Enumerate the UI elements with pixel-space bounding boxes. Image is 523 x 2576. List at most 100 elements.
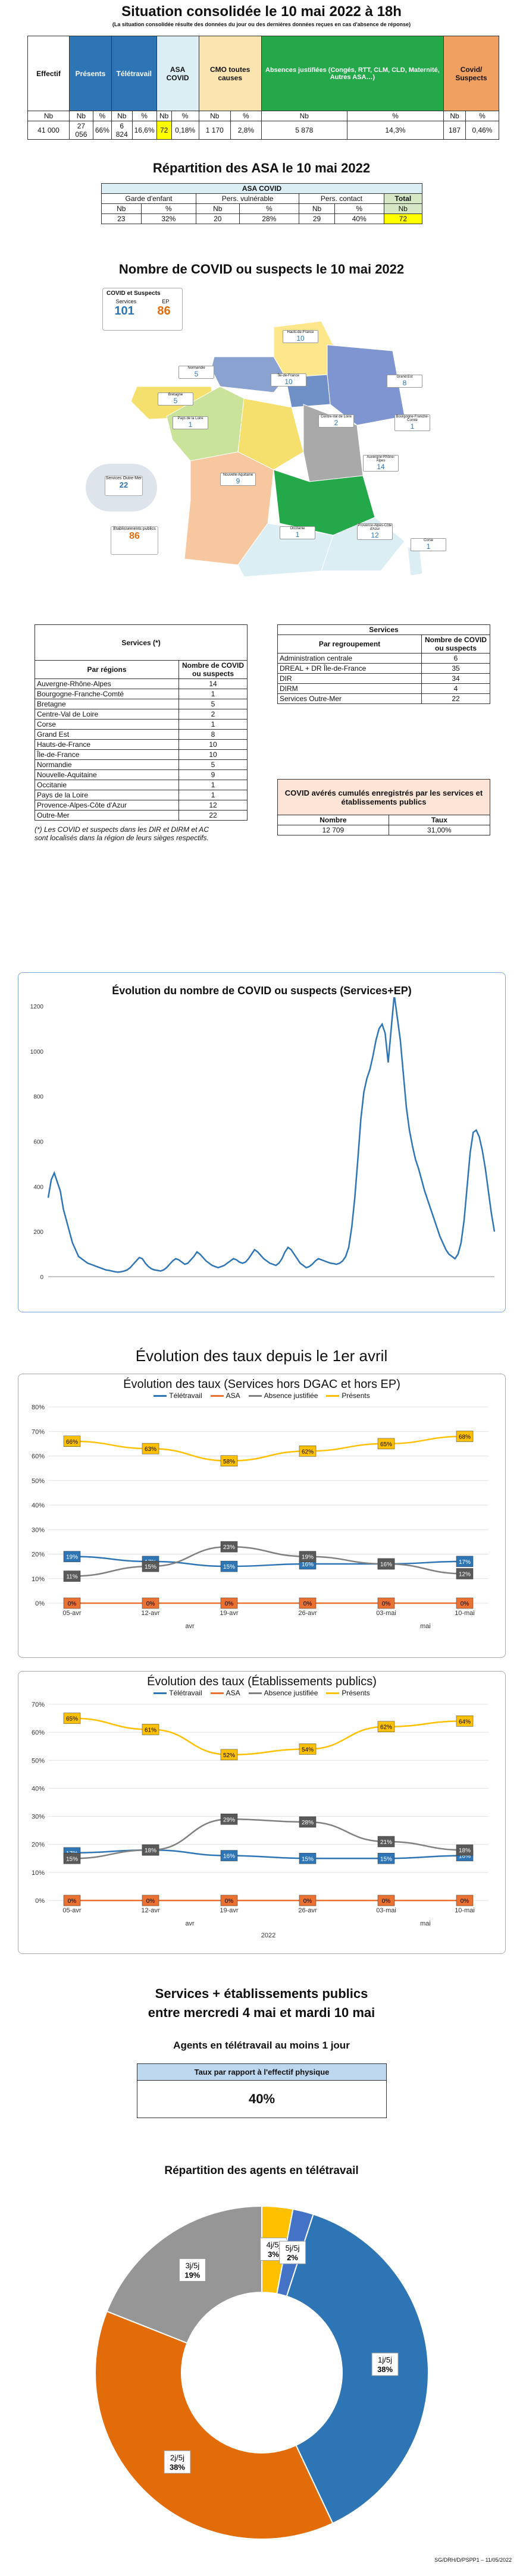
telework-box: Taux par rapport à l'effectif physique 4…: [137, 2063, 387, 2118]
x-tick-label: 26-avr: [298, 1610, 317, 1617]
ep-rates-chart: 0% 10% 20% 30% 40% 50% 60% 70% 05-avr 12-avr 19-av…: [32, 1701, 488, 1939]
map-region-name: Corse: [423, 539, 433, 542]
data-label-box: [220, 1541, 238, 1553]
map-region-box: Bourgogne-Franche-Comté 1: [394, 414, 430, 431]
legend-swatch: [210, 1692, 224, 1694]
asa-value-cell: 40%: [334, 213, 384, 224]
map-region-box: Corse 1: [411, 538, 446, 551]
outremer-label: Services Outre-Mer: [105, 476, 142, 480]
summary-sub-cell: %: [346, 111, 444, 121]
series-line: [47, 994, 496, 1273]
data-label-box: [63, 1853, 81, 1864]
ep-rates-chart-title: Évolution des taux (Établissements publi…: [147, 1675, 377, 1688]
pie-label-box: [371, 2352, 399, 2376]
telework-title-2: entre mercredi 4 mai et mardi 10 mai: [148, 2005, 375, 2020]
region-row: Pays de la Loire 1: [35, 790, 248, 800]
summary-value-cell: 27 056: [69, 121, 93, 140]
asa-sub-cell: Nb: [299, 203, 335, 214]
map-region-box: Hauts-de-France 10: [283, 330, 318, 343]
group-count: 34: [421, 673, 490, 684]
summary-sub-cell: Nb: [261, 111, 347, 121]
data-label-box: [63, 1895, 81, 1906]
cumul-wrap: COVID avérés cumulés enregistrés par les…: [277, 779, 491, 835]
ep-box-label: Etablissements publics: [113, 527, 156, 531]
x-tick-label: 19-avr: [220, 1610, 239, 1617]
telework-title-1: Services + établissements publics: [155, 1986, 368, 2001]
data-label: 15%: [223, 1564, 235, 1570]
hdr-teletravail: Télétravail: [111, 36, 157, 111]
y-tick-label: 0%: [35, 1898, 45, 1905]
map-region-name: Bretagne: [168, 393, 183, 397]
data-label: 12%: [459, 1572, 471, 1578]
group-name: Administration centrale: [277, 653, 422, 664]
region-count: 1: [178, 790, 248, 800]
data-label: 68%: [459, 1434, 471, 1441]
summary-table: Effectif Présents Télétravail ASA COVID …: [27, 36, 500, 140]
asa-title: Répartition des ASA le 10 mai 2022: [152, 161, 371, 175]
map-region-box: Centre-Val de Loire 2: [318, 414, 354, 428]
map-region-name: Provence-Alpes-Côte d'Azur: [358, 524, 392, 531]
legend-swatch: [248, 1394, 262, 1397]
map-region-box: Normandie 5: [178, 366, 214, 379]
summary-sub-cell: Nb: [111, 111, 133, 121]
summary-value-cell: 16,6%: [131, 121, 157, 140]
map-region-value: 9: [236, 477, 240, 485]
region-name: Nouvelle-Aquitaine: [35, 769, 179, 780]
region-row: Auvergne-Rhône-Alpes 14: [35, 678, 248, 689]
y-tick-label: 70%: [32, 1428, 45, 1435]
data-label: 63%: [145, 1446, 156, 1453]
asa-sub-cell: %: [239, 203, 300, 214]
legend-label: Télétravail: [169, 1689, 202, 1697]
data-label-box: [299, 1743, 317, 1755]
region-count: 1: [178, 780, 248, 790]
data-label-box: [142, 1844, 159, 1856]
map-region-box: Île-de-France 10: [271, 373, 306, 387]
data-label: 52%: [223, 1752, 235, 1759]
legend-item: Absence justifiée: [248, 1689, 318, 1697]
data-label: 0%: [303, 1601, 312, 1607]
summary-sub-cell: %: [92, 111, 112, 121]
map-legend: COVID et Suspects Services EP 101 86: [102, 288, 183, 331]
summary-sub-cell: %: [230, 111, 262, 121]
pie-value: 38%: [377, 2365, 393, 2374]
services-rates-chart-title: Évolution des taux (Services hors DGAC e…: [123, 1378, 400, 1391]
region-name: Île-de-France: [35, 749, 179, 760]
covid-evolution-chart: 0 200 400 600 800 1000 1200: [30, 994, 496, 1281]
data-label-box: [456, 1716, 474, 1727]
asa-value-row: 23 32% 20 28% 29 40% 72: [101, 213, 423, 224]
data-label-box: [220, 1560, 238, 1572]
asa-group-cell: Total: [383, 193, 423, 204]
data-label-box: [63, 1713, 81, 1724]
services-groups-title: Services: [277, 624, 490, 635]
summary-value-cell: 1 170: [198, 121, 231, 140]
summary-value-cell: 72: [156, 121, 172, 140]
summary-value-cell: 0,46%: [465, 121, 500, 140]
series-line: [71, 1435, 465, 1462]
data-label-box: [377, 1853, 395, 1864]
pie-label: 4j/5j: [267, 2240, 281, 2249]
pie-label-box: [164, 2450, 191, 2474]
asa-group-row: Garde d'enfant Pers. vulnérable Pers. cont…: [101, 193, 423, 204]
data-label: 19%: [302, 1554, 314, 1561]
x-tick-label: 10-mai: [455, 1610, 475, 1617]
map-region-value: 2: [334, 419, 339, 427]
cumul-table: COVID avérés cumulés enregistrés par les…: [277, 779, 491, 835]
map-region-value: 1: [426, 542, 431, 551]
data-label-box: [299, 1895, 317, 1906]
region-count: 5: [178, 699, 248, 709]
ep-rates-legend: Télétravail ASA Absence justifiée Présents: [18, 1689, 505, 1697]
map-region-name: Normandie: [187, 366, 205, 370]
data-label-box: [142, 1443, 159, 1455]
data-label: 0%: [382, 1601, 391, 1607]
y-tick-label: 800: [33, 1094, 43, 1101]
region-corse: [407, 546, 423, 576]
region-row: Grand Est 8: [35, 729, 248, 740]
y-tick-label: 1000: [30, 1049, 44, 1055]
map-ep-value: 86: [157, 304, 171, 318]
x-group-label: mai: [420, 1623, 431, 1630]
region-count: 22: [178, 810, 248, 821]
group-row: DIR 34: [277, 673, 490, 684]
data-label: 58%: [223, 1459, 235, 1465]
region-count: 9: [178, 769, 248, 780]
